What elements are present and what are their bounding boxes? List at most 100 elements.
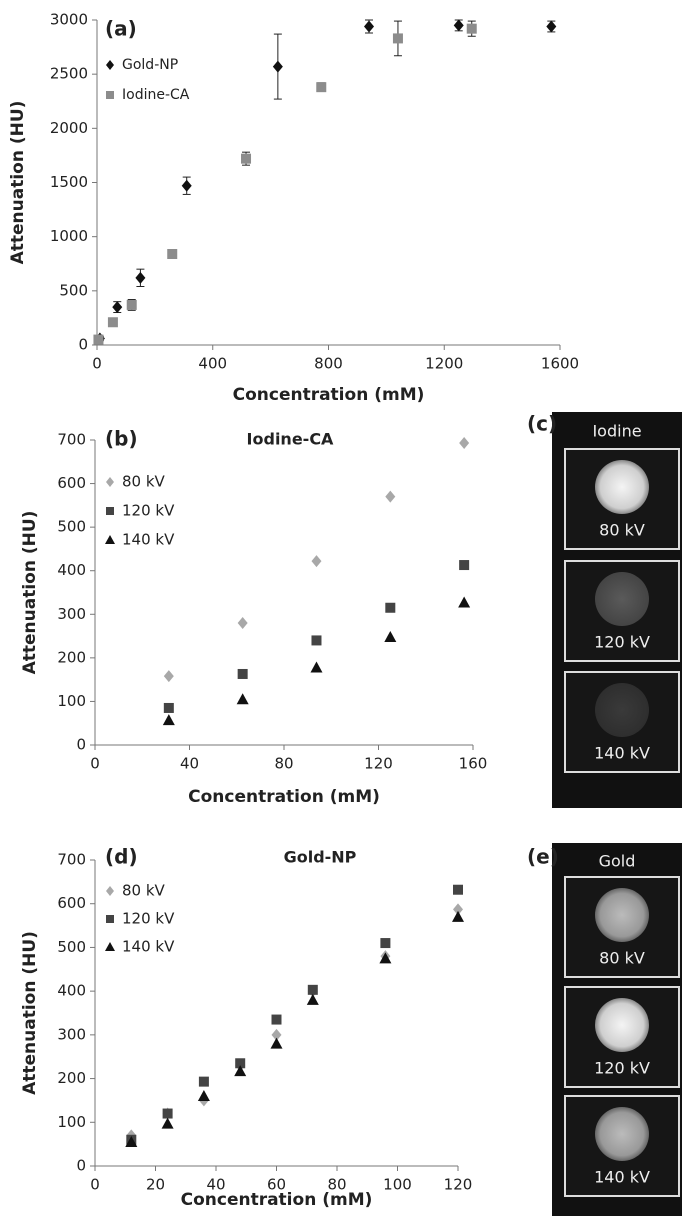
legend-label: Iodine-CA — [122, 87, 190, 103]
x-tick-label: 100 — [383, 1176, 412, 1194]
marker — [106, 91, 114, 99]
y-tick-label: 100 — [57, 692, 86, 710]
phantom-image — [595, 998, 649, 1052]
marker — [164, 703, 174, 713]
legend-label: 140 kV — [122, 531, 175, 549]
legend-label: 120 kV — [122, 502, 175, 520]
marker — [163, 714, 175, 725]
y-tick-label: 1000 — [50, 227, 88, 245]
marker — [106, 477, 114, 487]
y-tick-label: 700 — [57, 851, 86, 869]
marker — [273, 61, 283, 73]
marker — [453, 885, 463, 895]
tile-label: 80 kV — [599, 521, 645, 540]
panel-label: (d) — [105, 845, 138, 869]
figure: 040080012001600050010001500200025003000C… — [0, 0, 682, 1216]
y-tick-label: 200 — [57, 1069, 86, 1087]
y-tick-label: 2500 — [50, 65, 88, 83]
x-tick-label: 120 — [364, 755, 393, 773]
marker — [316, 82, 326, 92]
x-tick-label: 1200 — [425, 355, 463, 373]
marker — [106, 915, 114, 923]
phantom-image — [595, 572, 649, 626]
panel-label: (c) — [527, 412, 557, 436]
y-tick-label: 3000 — [50, 11, 88, 29]
marker — [237, 693, 249, 704]
marker — [310, 661, 322, 672]
marker — [458, 597, 470, 608]
x-tick-label: 800 — [314, 355, 343, 373]
x-tick-label: 120 — [444, 1176, 473, 1194]
panel-header: Iodine — [592, 422, 641, 441]
y-tick-label: 0 — [76, 736, 86, 754]
marker — [459, 560, 469, 570]
y-tick-label: 200 — [57, 648, 86, 666]
marker — [182, 180, 192, 192]
x-axis-label: Concentration (mM) — [181, 1190, 373, 1210]
x-tick-label: 1600 — [541, 355, 579, 373]
y-tick-label: 600 — [57, 894, 86, 912]
y-axis-label: Attenuation (HU) — [20, 931, 40, 1095]
legend-label: 80 kV — [122, 882, 166, 900]
y-tick-label: 500 — [59, 281, 88, 299]
marker — [546, 21, 556, 33]
x-tick-label: 160 — [459, 755, 488, 773]
x-axis-label: Concentration (mM) — [233, 385, 425, 405]
marker — [385, 491, 395, 503]
marker — [127, 300, 137, 310]
tile-label: 120 kV — [594, 633, 650, 652]
marker — [311, 555, 321, 567]
tile-label: 140 kV — [594, 744, 650, 763]
panel-label: (e) — [527, 845, 559, 869]
marker — [105, 942, 115, 951]
y-axis-label: Attenuation (HU) — [8, 101, 28, 265]
y-tick-label: 2000 — [50, 119, 88, 137]
x-axis-label: Concentration (mM) — [188, 787, 380, 807]
phantom-image — [595, 1107, 649, 1161]
marker — [167, 249, 177, 259]
marker — [238, 669, 248, 679]
marker — [379, 952, 391, 963]
marker — [271, 1038, 283, 1049]
x-tick-label: 80 — [274, 755, 293, 773]
y-tick-label: 300 — [57, 1025, 86, 1043]
marker — [364, 21, 374, 33]
marker — [241, 154, 251, 164]
panel-label: (b) — [105, 427, 138, 451]
page: 040080012001600050010001500200025003000C… — [0, 0, 682, 1216]
y-tick-label: 100 — [57, 1113, 86, 1131]
y-axis-label: Attenuation (HU) — [20, 511, 40, 675]
phantom-image — [595, 683, 649, 737]
y-tick-label: 0 — [78, 336, 88, 354]
marker — [467, 24, 477, 34]
marker — [105, 535, 115, 544]
marker — [164, 670, 174, 682]
legend-label: 120 kV — [122, 910, 175, 928]
marker — [311, 635, 321, 645]
marker — [459, 437, 469, 449]
y-tick-label: 0 — [76, 1157, 86, 1175]
y-tick-label: 600 — [57, 474, 86, 492]
panel-header: Gold — [599, 852, 636, 871]
marker — [199, 1077, 209, 1087]
y-tick-label: 500 — [57, 938, 86, 956]
y-tick-label: 1500 — [50, 173, 88, 191]
phantom-image — [595, 888, 649, 942]
x-tick-label: 40 — [180, 755, 199, 773]
x-tick-label: 0 — [90, 755, 100, 773]
marker — [272, 1015, 282, 1025]
marker — [163, 1109, 173, 1119]
marker — [198, 1090, 210, 1101]
marker — [112, 301, 122, 313]
marker — [393, 33, 403, 43]
x-tick-label: 0 — [92, 355, 102, 373]
marker — [380, 938, 390, 948]
marker — [106, 60, 114, 70]
x-tick-label: 0 — [90, 1176, 100, 1194]
marker — [308, 985, 318, 995]
tile-label: 120 kV — [594, 1059, 650, 1078]
chart-title: Iodine-CA — [247, 430, 335, 449]
marker — [135, 272, 145, 284]
tile-label: 140 kV — [594, 1168, 650, 1187]
panel-label: (a) — [105, 17, 137, 41]
